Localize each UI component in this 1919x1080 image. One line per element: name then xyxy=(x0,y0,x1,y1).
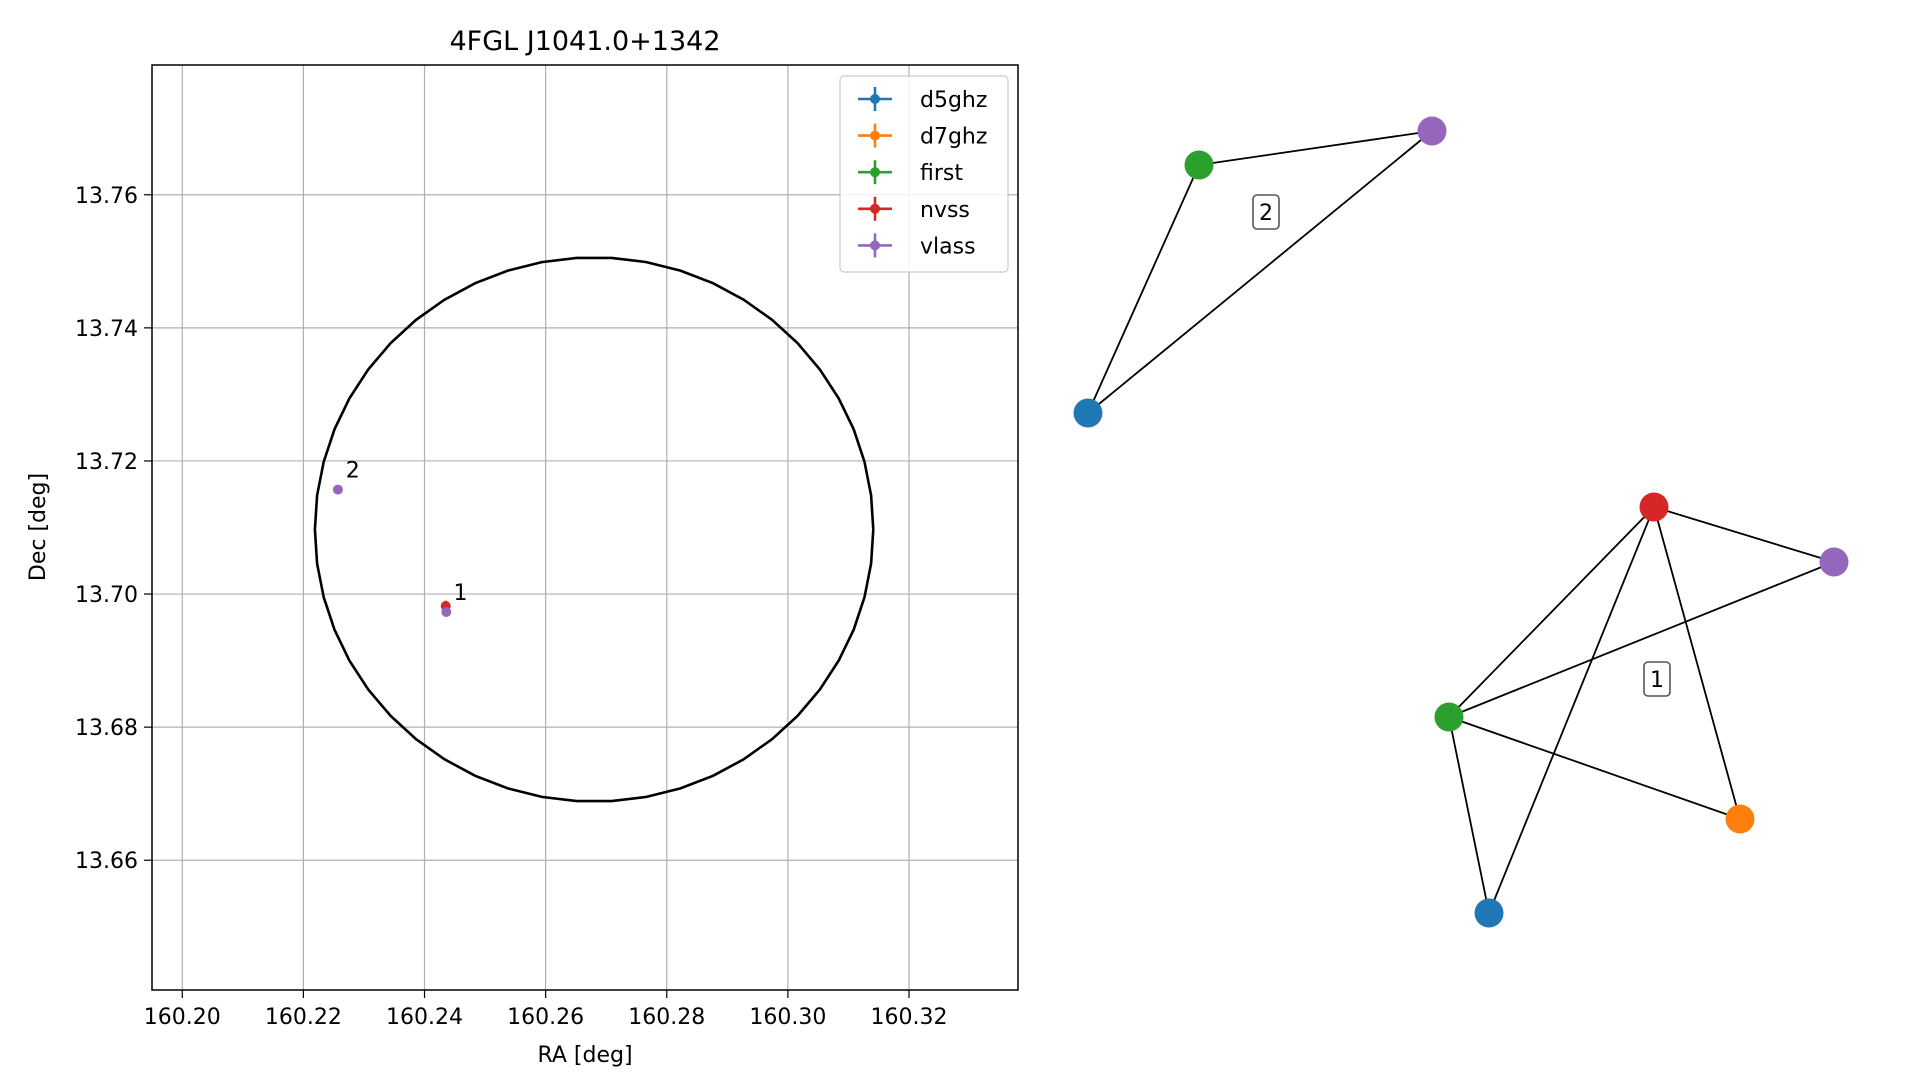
graph-node-nvss xyxy=(1639,492,1669,522)
component-label: 2 xyxy=(1259,201,1273,226)
point-marker xyxy=(332,484,343,495)
x-tick-label: 160.24 xyxy=(386,1005,463,1030)
legend-label: nvss xyxy=(920,198,970,223)
x-tick-label: 160.26 xyxy=(507,1005,584,1030)
x-tick-label: 160.28 xyxy=(628,1005,705,1030)
x-tick-label: 160.32 xyxy=(871,1005,948,1030)
source-label: 2 xyxy=(346,459,360,484)
graph-node-first xyxy=(1184,150,1214,180)
y-tick-label: 13.68 xyxy=(75,716,138,741)
legend-item-d7ghz: d7ghz xyxy=(858,123,987,150)
x-tick-label: 160.22 xyxy=(265,1005,342,1030)
legend-item-vlass: vlass xyxy=(858,233,976,259)
legend-label: vlass xyxy=(920,234,976,259)
y-tick-label: 13.70 xyxy=(75,583,138,608)
graph-node-vlass xyxy=(1417,116,1447,146)
component-label-box xyxy=(1252,194,1280,230)
legend-items: d5ghz d7ghz first nvss vlass xyxy=(858,87,987,259)
legend-swatch-marker xyxy=(870,130,880,141)
source-point-vlass xyxy=(441,607,452,618)
legend-swatch-marker xyxy=(870,240,880,251)
source-annotations: 12 xyxy=(346,459,468,606)
grid xyxy=(152,65,1018,990)
graph-edge xyxy=(1087,164,1200,414)
legend-swatch-marker xyxy=(870,203,880,214)
localization-ellipse xyxy=(313,256,875,803)
legend-swatch-marker xyxy=(870,94,880,104)
source-points xyxy=(332,484,452,618)
x-axis-label: RA [deg] xyxy=(537,1043,632,1068)
graph-edge xyxy=(1198,130,1433,166)
y-tick-label: 13.66 xyxy=(75,849,138,874)
point-marker xyxy=(441,607,452,618)
plot-frame xyxy=(151,64,1019,991)
y-tick-label: 13.76 xyxy=(75,184,138,209)
legend-label: first xyxy=(920,161,963,186)
graph-edge xyxy=(1488,506,1655,914)
graph-edge xyxy=(1448,716,1490,914)
graph-node-d5ghz xyxy=(1474,898,1504,928)
source-point-vlass xyxy=(332,484,343,495)
y-axis-ticks: 13.66 13.68 13.70 13.72 13.74 13.76 xyxy=(75,184,152,874)
graph-edge xyxy=(1653,506,1741,820)
legend-label: d7ghz xyxy=(920,125,987,150)
association-graph: 21 xyxy=(1073,116,1849,928)
graph-edge xyxy=(1448,716,1741,820)
source-label: 1 xyxy=(454,581,468,606)
legend: d5ghz d7ghz first nvss vlass xyxy=(839,75,1009,273)
graph-node-d5ghz xyxy=(1073,398,1103,428)
chart-title: 4FGL J1041.0+1342 xyxy=(449,26,720,57)
x-axis-ticks: 160.20 160.22 160.24 160.26 160.28 160.30 160.… xyxy=(144,990,948,1030)
legend-item-d5ghz: d5ghz xyxy=(858,87,987,113)
graph-edge xyxy=(1653,506,1835,563)
graph-node-vlass xyxy=(1819,547,1849,577)
graph-node-first xyxy=(1434,702,1464,732)
legend-item-nvss: nvss xyxy=(858,196,970,223)
graph-edges xyxy=(1087,130,1835,914)
legend-swatch-marker xyxy=(870,167,880,178)
radio-source-scatter-plot: 12 160.20 160.22 160.24 160.26 160.28 160.30 1… xyxy=(26,26,1019,1068)
component-labels: 21 xyxy=(1252,194,1671,697)
graph-edge xyxy=(1448,561,1835,718)
x-tick-label: 160.20 xyxy=(144,1005,221,1030)
x-tick-label: 160.30 xyxy=(749,1005,826,1030)
error-ellipse xyxy=(313,256,875,803)
component-label: 1 xyxy=(1650,668,1664,693)
legend-item-first: first xyxy=(858,160,963,186)
graph-edge xyxy=(1087,130,1433,414)
legend-box xyxy=(839,75,1009,273)
y-axis-label: Dec [deg] xyxy=(26,473,51,581)
graph-nodes xyxy=(1073,116,1849,928)
y-tick-label: 13.72 xyxy=(75,450,138,475)
y-tick-label: 13.74 xyxy=(75,317,138,342)
graph-edge xyxy=(1448,506,1655,718)
legend-label: d5ghz xyxy=(920,88,987,113)
component-label-box xyxy=(1643,661,1671,697)
graph-node-d7ghz xyxy=(1725,804,1755,834)
